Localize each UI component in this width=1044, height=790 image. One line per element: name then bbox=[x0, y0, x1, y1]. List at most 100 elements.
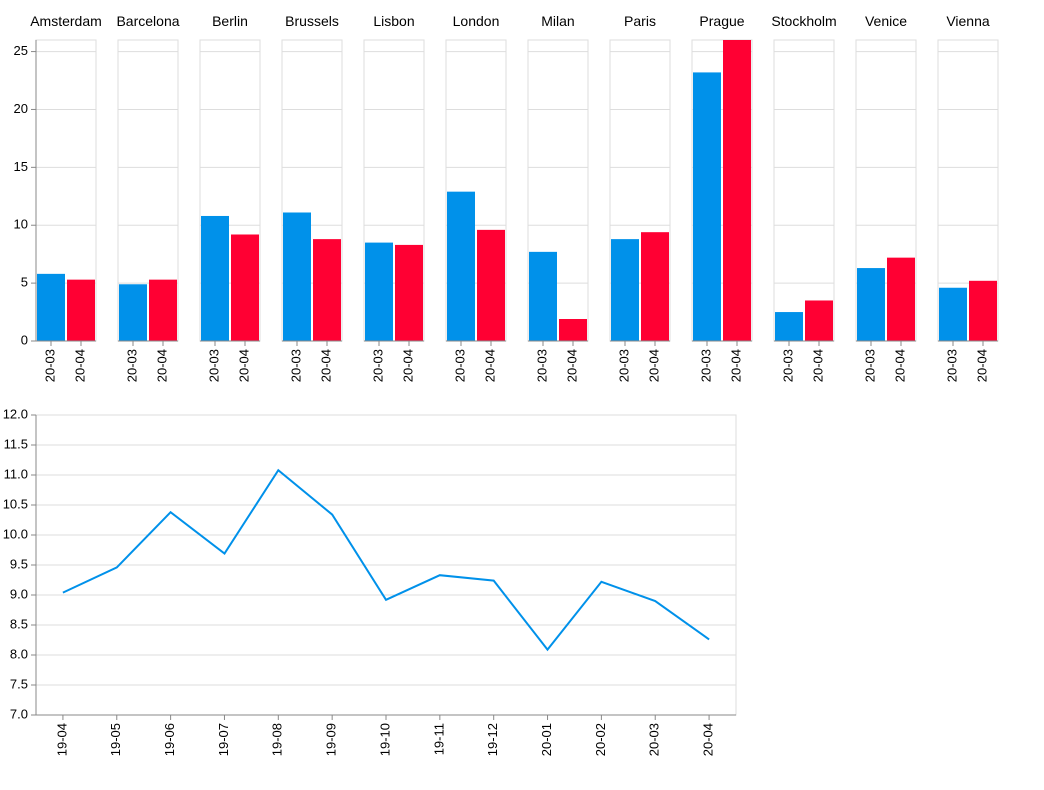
y-tick-label: 9.5 bbox=[10, 556, 28, 571]
y-tick-label: 10 bbox=[14, 217, 28, 232]
y-tick-label: 8.0 bbox=[10, 646, 28, 661]
x-tick-label: 19-12 bbox=[485, 723, 500, 756]
x-tick-label: 20-03 bbox=[206, 349, 221, 382]
facet-stockholm: Stockholm 20-03 20-04 bbox=[771, 13, 836, 382]
bar-20-03 bbox=[693, 72, 721, 342]
x-tick-label: 19-09 bbox=[324, 723, 339, 756]
facet-berlin: Berlin 20-03 20-04 bbox=[199, 13, 261, 382]
line-plot: 7.0 7.5 8.0 8.5 9.0 9.5 10.0 10.5 11.0 11.5 12.0 19… bbox=[3, 406, 737, 756]
bar-y-axis: 0 5 10 15 20 25 bbox=[14, 40, 37, 347]
x-tick-label: 20-03 bbox=[862, 349, 877, 382]
bar-20-04 bbox=[477, 229, 505, 341]
facet-amsterdam: Amsterdam 20-03 20-04 bbox=[30, 13, 102, 382]
x-tick-label: 20-04 bbox=[646, 349, 661, 382]
x-tick-label: 20-03 bbox=[616, 349, 631, 382]
facet-title: Paris bbox=[624, 13, 656, 29]
facet-paris: Paris 20-03 20-04 bbox=[609, 13, 671, 382]
facet-vienna: Vienna 20-03 20-04 bbox=[937, 13, 999, 382]
bar-20-04 bbox=[969, 280, 997, 341]
bar-20-03 bbox=[201, 215, 229, 341]
x-tick-label: 20-03 bbox=[647, 723, 662, 756]
x-tick-label: 20-03 bbox=[534, 349, 549, 382]
bar-20-03 bbox=[529, 251, 557, 341]
y-tick-label: 10.5 bbox=[3, 496, 28, 511]
facet-title: Prague bbox=[699, 13, 744, 29]
x-tick-label: 20-03 bbox=[288, 349, 303, 382]
facet-london: London 20-03 20-04 bbox=[445, 13, 507, 382]
y-tick-label: 7.5 bbox=[10, 676, 28, 691]
x-tick-label: 20-03 bbox=[42, 349, 57, 382]
bar-20-04 bbox=[641, 232, 669, 341]
x-tick-label: 20-04 bbox=[810, 349, 825, 382]
x-tick-label: 20-04 bbox=[564, 349, 579, 382]
facet-title: London bbox=[453, 13, 500, 29]
bar-20-04 bbox=[67, 279, 95, 341]
facet-title: Berlin bbox=[212, 13, 248, 29]
x-tick-label: 20-04 bbox=[728, 349, 743, 382]
bar-20-04 bbox=[149, 279, 177, 341]
x-tick-label: 20-04 bbox=[892, 349, 907, 382]
bar-20-04 bbox=[723, 40, 751, 341]
bar-20-03 bbox=[447, 191, 475, 341]
facet-prague: Prague 20-03 20-04 bbox=[691, 13, 753, 382]
facet-title: Lisbon bbox=[373, 13, 414, 29]
series-line bbox=[62, 468, 710, 652]
bar-20-04 bbox=[231, 234, 259, 341]
y-tick-label: 11.5 bbox=[4, 436, 28, 451]
bar-20-03 bbox=[365, 242, 393, 341]
y-tick-label: 10.0 bbox=[3, 526, 28, 541]
x-tick-label: 20-03 bbox=[370, 349, 385, 382]
x-tick-label: 20-04 bbox=[236, 349, 251, 382]
facet-title: Amsterdam bbox=[30, 13, 102, 29]
y-tick-label: 20 bbox=[14, 101, 28, 116]
x-tick-label: 20-01 bbox=[539, 723, 554, 756]
x-tick-label: 19-11 bbox=[431, 723, 446, 755]
x-tick-label: 20-03 bbox=[124, 349, 139, 382]
bar-20-04 bbox=[887, 257, 915, 341]
facet-milan: Milan 20-03 20-04 bbox=[527, 13, 589, 382]
bar-20-03 bbox=[939, 287, 967, 341]
y-tick-label: 12.0 bbox=[3, 406, 28, 421]
y-tick-label: 9.0 bbox=[10, 586, 28, 601]
bar-20-04 bbox=[805, 300, 833, 341]
x-tick-label: 20-04 bbox=[974, 349, 989, 382]
x-tick-label: 20-04 bbox=[154, 349, 169, 382]
facet-title: Stockholm bbox=[771, 13, 836, 29]
x-tick-label: 20-02 bbox=[593, 723, 608, 756]
y-tick-label: 15 bbox=[14, 159, 28, 174]
x-tick-label: 19-07 bbox=[216, 723, 231, 756]
x-tick-label: 20-03 bbox=[452, 349, 467, 382]
y-tick-label: 11.0 bbox=[4, 466, 28, 481]
facet-brussels: Brussels 20-03 20-04 bbox=[281, 13, 343, 382]
x-tick-label: 19-04 bbox=[54, 723, 69, 756]
line-chart: 7.0 7.5 8.0 8.5 9.0 9.5 10.0 10.5 11.0 11.5 12.0 19… bbox=[3, 406, 737, 756]
facet-title: Milan bbox=[541, 13, 574, 29]
y-tick-label: 8.5 bbox=[10, 616, 28, 631]
y-tick-label: 0 bbox=[21, 332, 28, 347]
facet-frame bbox=[773, 39, 835, 342]
x-tick-label: 20-03 bbox=[780, 349, 795, 382]
bar-20-03 bbox=[775, 312, 803, 341]
bar-20-03 bbox=[611, 239, 639, 341]
facet-venice: Venice 20-03 20-04 bbox=[855, 13, 917, 382]
bar-20-03 bbox=[37, 273, 65, 341]
bar-20-03 bbox=[119, 284, 147, 341]
x-tick-label: 19-08 bbox=[270, 723, 285, 756]
y-tick-label: 5 bbox=[21, 275, 28, 290]
facet-barcelona: Barcelona 20-03 20-04 bbox=[116, 13, 179, 382]
x-tick-label: 20-03 bbox=[944, 349, 959, 382]
bar-20-03 bbox=[857, 268, 885, 341]
y-tick-label: 25 bbox=[14, 43, 28, 58]
bar-20-03 bbox=[283, 212, 311, 341]
y-tick-label: 7.0 bbox=[10, 706, 28, 721]
x-tick-label: 19-06 bbox=[162, 723, 177, 756]
facet-title: Venice bbox=[865, 13, 907, 29]
facet-title: Vienna bbox=[946, 13, 990, 29]
x-tick-label: 19-05 bbox=[108, 723, 123, 756]
x-tick-label: 20-03 bbox=[698, 349, 713, 382]
x-tick-label: 20-04 bbox=[400, 349, 415, 382]
x-tick-label: 20-04 bbox=[482, 349, 497, 382]
x-tick-label: 20-04 bbox=[72, 349, 87, 382]
